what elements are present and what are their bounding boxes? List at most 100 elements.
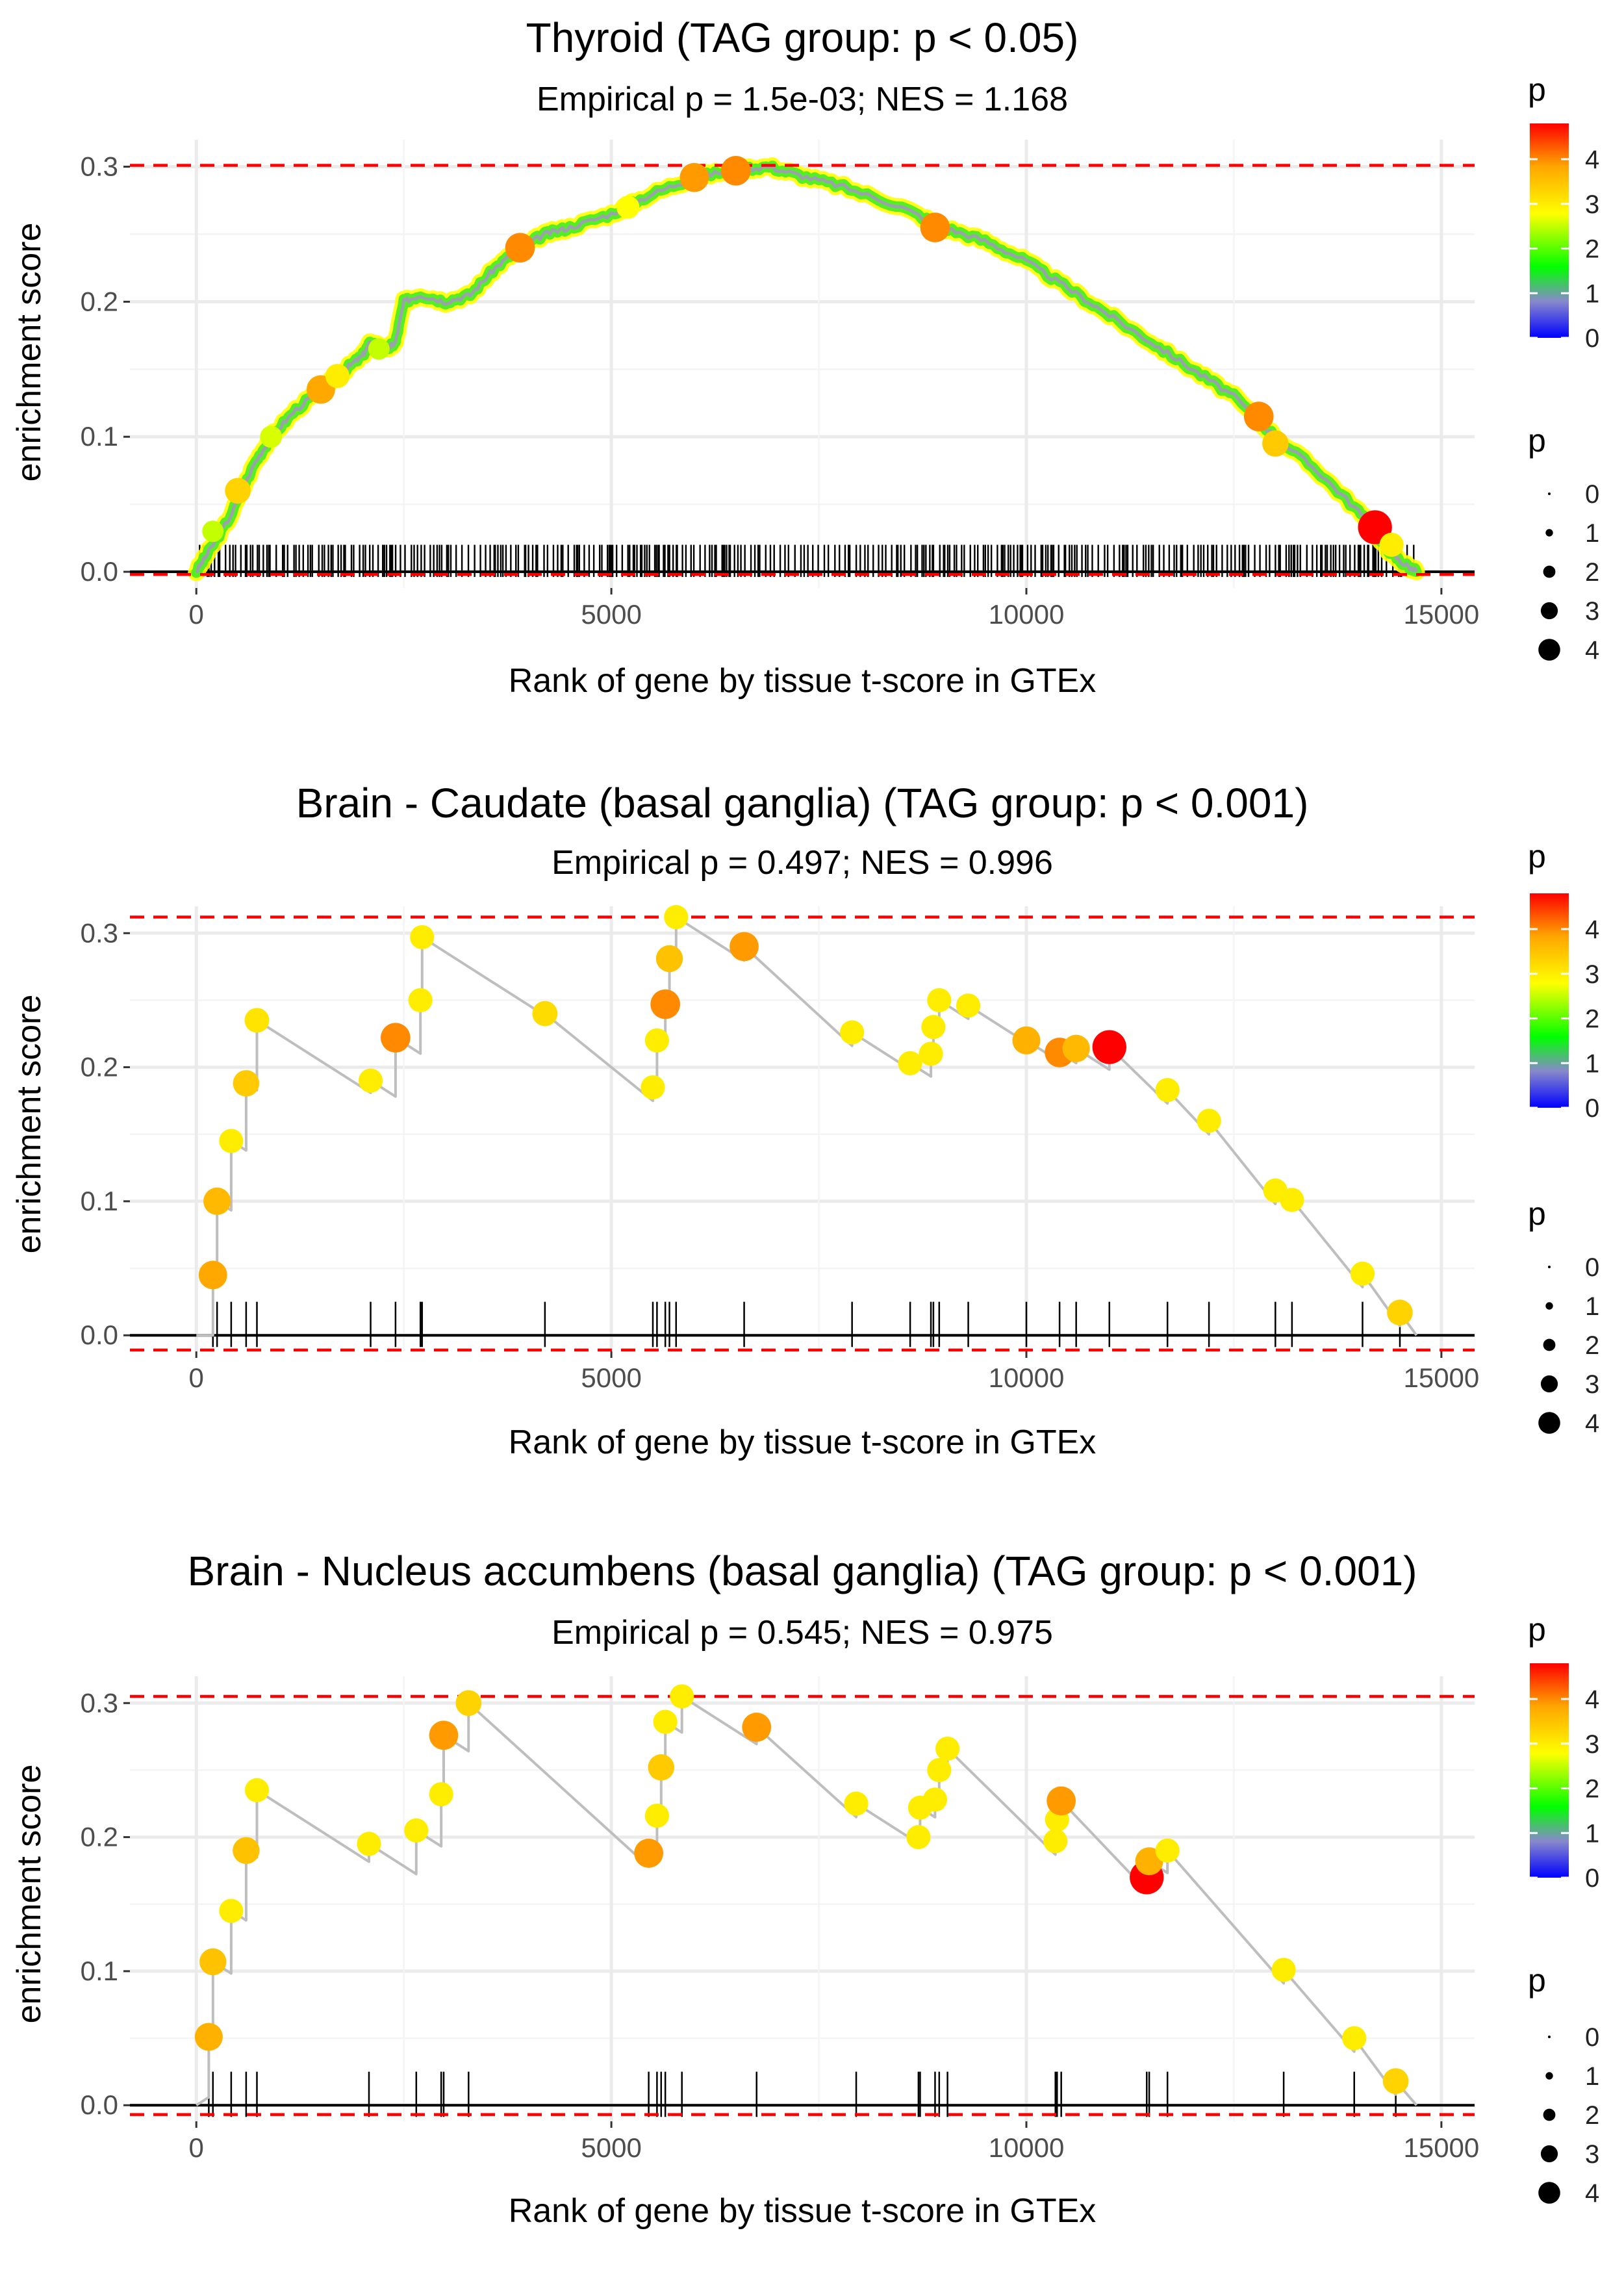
- color-legend-title: p: [1528, 71, 1546, 108]
- data-point: [670, 1684, 694, 1709]
- y-tick-label: 0.0: [81, 556, 118, 587]
- data-point: [325, 364, 350, 389]
- size-legend-dot: [1538, 2182, 1560, 2204]
- data-point: [368, 338, 390, 360]
- data-point: [357, 1832, 381, 1856]
- data-point: [920, 212, 950, 242]
- data-point: [1262, 430, 1289, 457]
- data-point: [1379, 532, 1404, 557]
- panel-2-x-axis-title: Rank of gene by tissue t-score in GTEx: [509, 1424, 1097, 1461]
- data-point: [1155, 1078, 1180, 1103]
- data-point: [927, 1757, 952, 1783]
- panel-3-y-axis-title: enrichment score: [10, 1765, 48, 2024]
- data-point: [1342, 2026, 1367, 2050]
- size-legend-dot: [1543, 565, 1556, 578]
- color-legend-label: 3: [1585, 190, 1599, 219]
- panel-2-plot-area: 0.0 0.1 0.2 0.3 0 5000 10000 15000: [81, 904, 1479, 1393]
- color-legend-bar: [1530, 1663, 1569, 1878]
- data-point: [505, 233, 535, 263]
- size-legend-dot: [1543, 1338, 1556, 1351]
- data-point: [898, 1051, 922, 1076]
- data-point: [1350, 1261, 1375, 1286]
- x-tick-label: 5000: [581, 1362, 641, 1393]
- color-legend-label: 3: [1585, 1730, 1599, 1759]
- x-tick-label: 10000: [989, 2132, 1065, 2163]
- panel-caudate: Brain - Caudate (basal ganglia) (TAG gro…: [10, 780, 1479, 1461]
- color-legend-label: 4: [1585, 146, 1599, 174]
- color-legend-label: 1: [1585, 1819, 1599, 1848]
- data-point: [260, 426, 283, 448]
- data-point: [244, 1778, 270, 1802]
- panel-1-x-axis-title: Rank of gene by tissue t-score in GTEx: [509, 662, 1097, 700]
- data-point: [641, 1075, 665, 1100]
- data-point: [1155, 1838, 1180, 1863]
- y-tick-label: 0.3: [81, 151, 118, 182]
- data-point: [532, 1001, 558, 1027]
- size-legend-dot: [1548, 1266, 1551, 1268]
- data-point: [664, 904, 689, 930]
- color-legend-label: 4: [1585, 915, 1599, 944]
- size-legend-label: 0: [1585, 2023, 1599, 2052]
- size-legend-dot: [1545, 2072, 1553, 2080]
- color-legend-label: 2: [1585, 1005, 1599, 1034]
- x-tick-label: 5000: [581, 2132, 641, 2163]
- y-tick-label: 0.0: [81, 2089, 118, 2120]
- data-point: [199, 1948, 227, 1976]
- color-legend-label: 0: [1585, 324, 1599, 353]
- data-point: [1043, 1829, 1068, 1854]
- data-point: [650, 989, 680, 1019]
- data-point: [922, 1787, 948, 1812]
- y-tick-label: 0.3: [81, 1687, 118, 1718]
- panel-nucleus-accumbens: Brain - Nucleus accumbens (basal ganglia…: [10, 1548, 1479, 2230]
- data-point: [219, 1898, 244, 1923]
- size-legend-label: 0: [1585, 480, 1599, 509]
- color-legend-title: p: [1528, 838, 1546, 875]
- size-legend-label: 2: [1585, 1331, 1599, 1360]
- legend-panel-3: p p: [1528, 1611, 1569, 1999]
- x-tick-label: 0: [189, 2132, 204, 2163]
- data-point: [1382, 2068, 1409, 2094]
- data-point: [1243, 402, 1274, 431]
- data-point: [730, 932, 759, 962]
- y-tick-label: 0.1: [81, 1956, 118, 1986]
- panel-3-plot-area: 0.0 0.1 0.2 0.3 0 5000 10000 15000: [81, 1676, 1479, 2163]
- data-point: [1197, 1108, 1221, 1133]
- x-tick-label: 15000: [1403, 1362, 1479, 1393]
- panel-1-y-axis-title: enrichment score: [10, 223, 48, 482]
- data-point: [429, 1720, 459, 1750]
- data-point: [844, 1791, 869, 1816]
- panel-1-subtitle: Empirical p = 1.5e-03; NES = 1.168: [537, 81, 1068, 118]
- data-point: [404, 1818, 429, 1843]
- data-point: [1387, 1299, 1413, 1326]
- data-point: [381, 1023, 411, 1053]
- x-tick-label: 0: [189, 1362, 204, 1393]
- y-tick-label: 0.2: [81, 1822, 118, 1852]
- data-point: [1012, 1026, 1041, 1054]
- data-point: [225, 478, 251, 504]
- data-point: [194, 2023, 223, 2051]
- data-point: [233, 1837, 260, 1864]
- panel-1-plot-area: 0.0 0.1 0.2 0.3 0 5000 10000 15000: [81, 140, 1479, 630]
- legend-panel-1: p p: [1528, 71, 1569, 459]
- color-legend-label: 0: [1585, 1094, 1599, 1123]
- data-point: [358, 1068, 383, 1093]
- x-tick-label: 5000: [581, 599, 641, 630]
- data-point: [1271, 1958, 1296, 1982]
- size-legend-dot: [1543, 2108, 1556, 2121]
- data-point: [679, 162, 709, 192]
- size-legend-label: 2: [1585, 2101, 1599, 2130]
- color-legend-label: 0: [1585, 1864, 1599, 1893]
- x-tick-label: 15000: [1403, 599, 1479, 630]
- data-point: [244, 1008, 270, 1033]
- size-legend-title: p: [1528, 1962, 1546, 1999]
- data-point: [935, 1736, 960, 1761]
- panel-3-title: Brain - Nucleus accumbens (basal ganglia…: [187, 1548, 1417, 1594]
- color-legend-bar: [1530, 893, 1569, 1108]
- legend-panel-2: p p: [1528, 838, 1569, 1232]
- data-point: [1062, 1034, 1090, 1062]
- data-point: [921, 1015, 946, 1040]
- x-tick-label: 0: [189, 599, 204, 630]
- y-tick-label: 0.0: [81, 1320, 118, 1350]
- legend-items: 4 3 2 1 0 0 1 2 3 4 4 3 2 1 0 0 1 2 3 4 4 3 2 1 0 0 1 2 3 4: [1530, 146, 1599, 2208]
